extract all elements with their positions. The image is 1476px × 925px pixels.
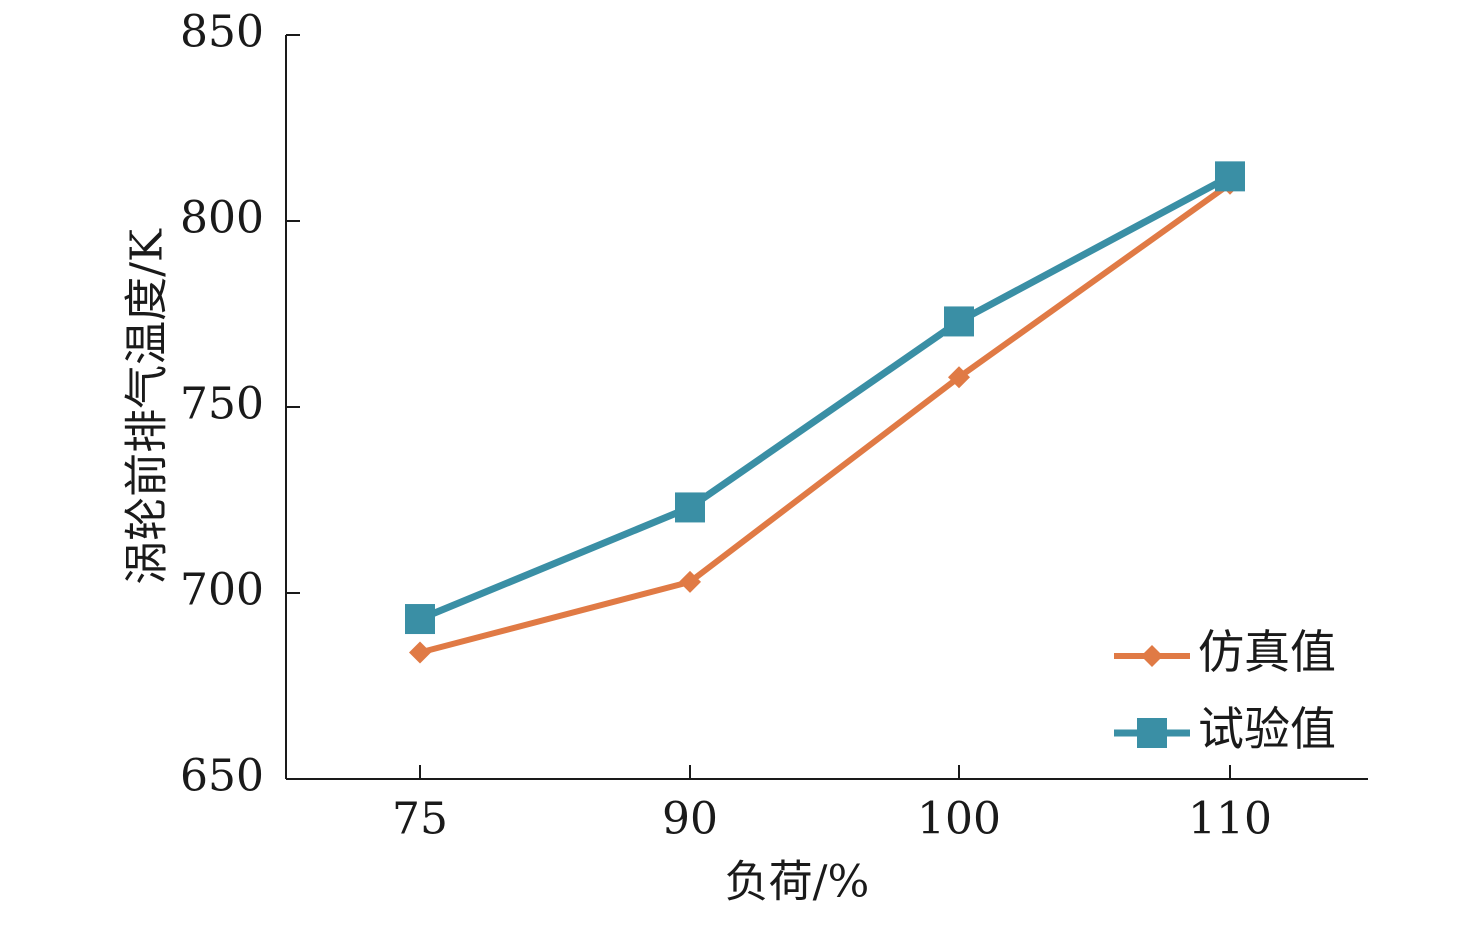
- y-tick-label: 650: [180, 751, 264, 802]
- legend-marker: [1141, 645, 1163, 667]
- data-point: [948, 366, 970, 389]
- y-tick-label: 750: [180, 379, 264, 430]
- ticks: [286, 34, 1231, 780]
- legend-marker: [1137, 718, 1167, 748]
- data-point: [405, 604, 435, 635]
- y-tick-label: 700: [180, 565, 264, 616]
- y-tick-label: 800: [180, 193, 264, 244]
- series-line: [419, 181, 1232, 656]
- data-point: [1215, 161, 1245, 192]
- x-tick-label: 110: [1188, 794, 1272, 845]
- legend-label: 仿真值: [1198, 625, 1336, 679]
- series-line: [418, 173, 1232, 623]
- data-point: [679, 570, 701, 593]
- data-point: [409, 641, 431, 664]
- legend-label: 试验值: [1198, 702, 1336, 756]
- series-test: [405, 161, 1245, 635]
- data-point: [675, 492, 705, 523]
- y-tick-label: 850: [180, 7, 264, 58]
- x-tick-label: 100: [917, 794, 1001, 845]
- series: [405, 161, 1245, 664]
- x-axis-title: 负荷/%: [725, 857, 870, 908]
- x-tick-label: 90: [662, 794, 718, 845]
- y-axis-title: 涡轮前排气温度/K: [122, 228, 173, 585]
- tick-labels: 650 700 750 800 850 75 90 100 110: [180, 7, 1272, 845]
- x-tick-label: 75: [392, 794, 448, 845]
- data-point: [944, 306, 974, 337]
